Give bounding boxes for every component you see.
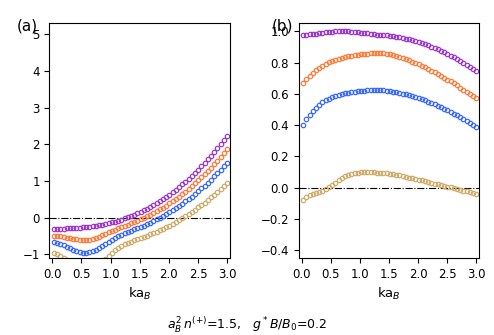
Text: (a): (a) — [17, 19, 38, 34]
Text: $a_B^2\, n^{(+)}$=1.5,   $g^*B/B_0$=0.2: $a_B^2\, n^{(+)}$=1.5, $g^*B/B_0$=0.2 — [167, 316, 327, 335]
X-axis label: ka$_B$: ka$_B$ — [128, 286, 152, 302]
Text: (b): (b) — [272, 19, 293, 34]
X-axis label: ka$_B$: ka$_B$ — [377, 286, 401, 302]
